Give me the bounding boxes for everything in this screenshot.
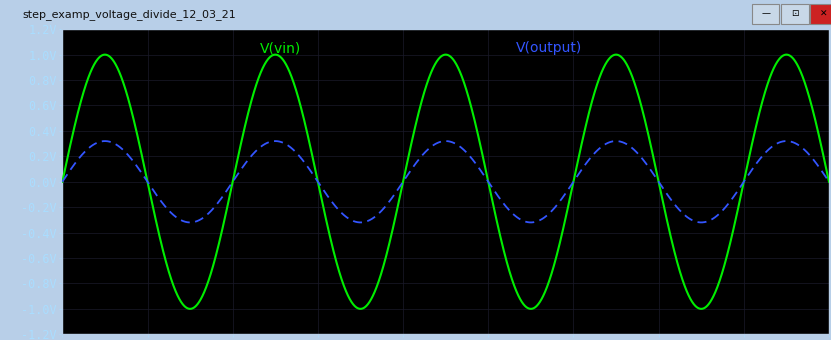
Text: —: —	[761, 10, 770, 18]
Text: V(output): V(output)	[516, 41, 583, 55]
FancyBboxPatch shape	[810, 4, 831, 24]
Text: ✕: ✕	[820, 10, 828, 18]
FancyBboxPatch shape	[752, 4, 779, 24]
Text: step_examp_voltage_divide_12_03_21: step_examp_voltage_divide_12_03_21	[22, 9, 236, 20]
Text: ⊡: ⊡	[791, 10, 799, 18]
Text: V(vin): V(vin)	[260, 41, 302, 55]
FancyBboxPatch shape	[781, 4, 809, 24]
